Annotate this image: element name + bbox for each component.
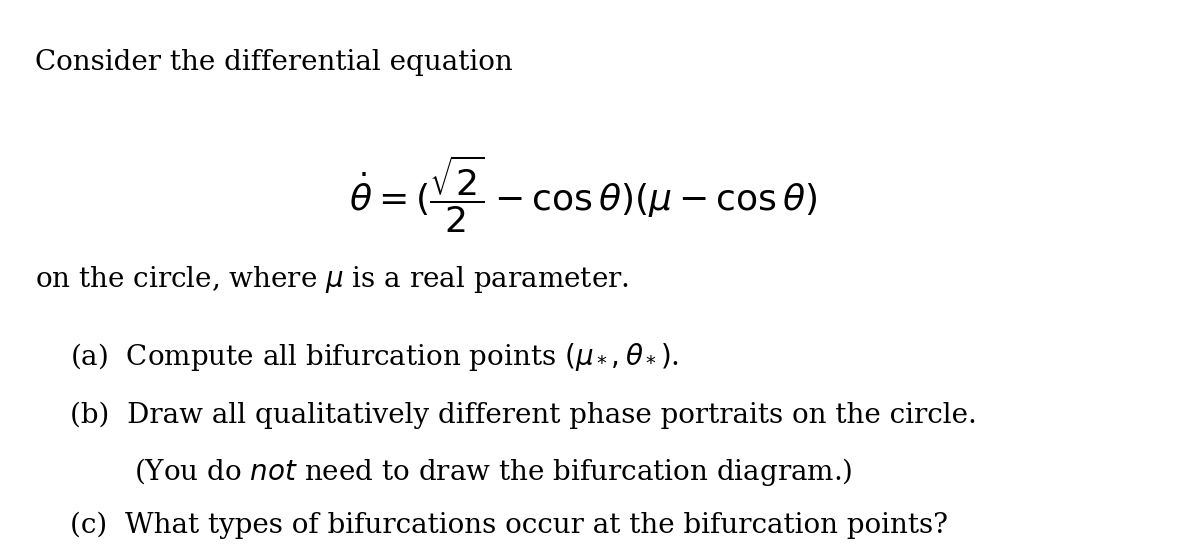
- Text: $\dot{\theta} = (\dfrac{\sqrt{2}}{2} - \cos\theta)(\mu - \cos\theta)$: $\dot{\theta} = (\dfrac{\sqrt{2}}{2} - \…: [349, 154, 818, 235]
- Text: (b)  Draw all qualitatively different phase portraits on the circle.: (b) Draw all qualitatively different pha…: [70, 402, 977, 429]
- Text: (c)  What types of bifurcations occur at the bifurcation points?: (c) What types of bifurcations occur at …: [70, 512, 948, 539]
- Text: on the circle, where $\mu$ is a real parameter.: on the circle, where $\mu$ is a real par…: [35, 264, 629, 295]
- Text: (You do $\mathit{not}$ need to draw the bifurcation diagram.): (You do $\mathit{not}$ need to draw the …: [134, 456, 853, 488]
- Text: (a)  Compute all bifurcation points $(\mu_*, \theta_*)$.: (a) Compute all bifurcation points $(\mu…: [70, 341, 679, 373]
- Text: Consider the differential equation: Consider the differential equation: [35, 50, 512, 76]
